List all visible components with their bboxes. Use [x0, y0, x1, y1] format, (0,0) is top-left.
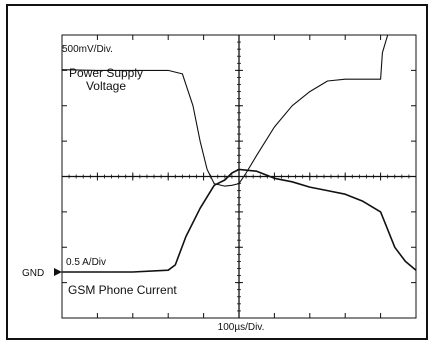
gsm-phone-current-trace: [62, 168, 417, 273]
scope-labels: 500mV/Div. Power Supply Voltage 0.5 A/Di…: [22, 44, 264, 333]
bottom-scale-label: 0.5 A/Div: [66, 257, 106, 268]
gnd-label: GND: [22, 268, 44, 279]
series-2-label: GSM Phone Current: [68, 283, 177, 297]
oscilloscope-chart: 500mV/Div. Power Supply Voltage 0.5 A/Di…: [22, 34, 417, 333]
scope-traces: [61, 34, 417, 273]
top-scale-label: 500mV/Div.: [62, 44, 113, 55]
series-1-label-line-2: Voltage: [86, 79, 126, 93]
gnd-marker: [54, 268, 62, 277]
x-scale-label: 100µs/Div.: [218, 322, 265, 333]
scope-grid: [54, 34, 417, 319]
power-supply-voltage-trace: [61, 34, 389, 187]
oscilloscope-frame: 500mV/Div. Power Supply Voltage 0.5 A/Di…: [6, 4, 428, 340]
series-1-label-line-1: Power Supply: [69, 66, 143, 80]
